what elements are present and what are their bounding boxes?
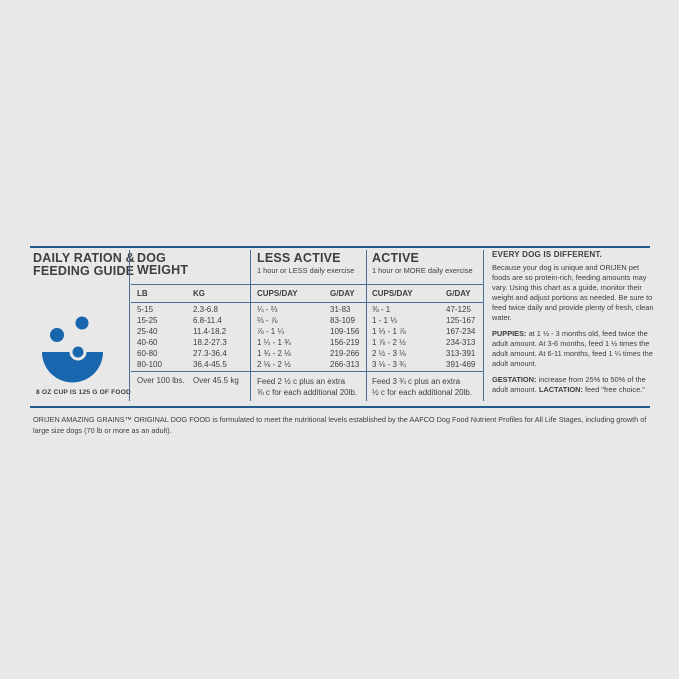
aafco-statement: ORIJEN AMAZING GRAINS™ ORIGINAL DOG FOOD… xyxy=(33,415,647,435)
cell-la-cups: ⅞ - 1 ¼ xyxy=(257,327,285,336)
info-block: EVERY DOG IS DIFFERENT. Because your dog… xyxy=(492,250,659,401)
divider-2 xyxy=(250,250,251,401)
lactation-label: LACTATION: xyxy=(538,385,583,394)
header-rule xyxy=(131,284,483,285)
gestation-text: increase from 25% to 50% of the adult am… xyxy=(492,375,646,394)
subheader-rule xyxy=(131,302,483,303)
divider-1 xyxy=(129,250,130,401)
info-paragraph: Because your dog is unique and ORIJEN pe… xyxy=(492,263,654,322)
cell-a-cups: 1 ⅓ - 1 ⅞ xyxy=(372,327,406,336)
guide-title-line2: FEEDING GUIDE xyxy=(33,264,135,278)
divider-3 xyxy=(366,250,367,401)
col-header-la-grams: G/DAY xyxy=(330,289,355,298)
cell-a-cups: 1 ⅞ - 2 ½ xyxy=(372,338,406,347)
col-header-active-grams: G/DAY xyxy=(446,289,471,298)
table-row: 15-25 6.8-11.4 ⅔ - ⅞ 83-109 1 - 1 ⅓ 125-… xyxy=(0,316,679,327)
cell-a-cups: 3 ⅛ - 3 ¾ xyxy=(372,360,406,369)
bowl-shape xyxy=(42,352,103,383)
cell-lb: 5-15 xyxy=(137,305,154,314)
over-active-note-line1: Feed 3 ¾ c plus an extra xyxy=(372,377,461,386)
col-header-kg: KG xyxy=(193,289,205,298)
cell-la-cups: 1 ¾ - 2 ⅛ xyxy=(257,349,291,358)
cell-la-g: 266-313 xyxy=(330,360,360,369)
cell-a-g: 167-234 xyxy=(446,327,476,336)
cup-note: 8 OZ CUP IS 125 G OF FOOD xyxy=(36,389,132,396)
cell-a-cups: 1 - 1 ⅓ xyxy=(372,316,397,325)
table-row: 5-15 2.3-6.8 ¼ - ⅔ 31-83 ⅜ - 1 47-125 xyxy=(0,305,679,316)
cell-la-g: 83-109 xyxy=(330,316,355,325)
over-kg: Over 45.5 kg xyxy=(193,376,239,385)
dog-weight-title-line1: DOG xyxy=(137,251,167,265)
info-heading: EVERY DOG IS DIFFERENT. xyxy=(492,250,602,259)
table-row: 40-60 18.2-27.3 1 ¼ - 1 ¾ 156-219 1 ⅞ - … xyxy=(0,338,679,349)
cell-la-g: 109-156 xyxy=(330,327,360,336)
col-header-active-cups: CUPS/DAY xyxy=(372,289,413,298)
less-active-title: LESS ACTIVE xyxy=(257,251,341,265)
cell-a-g: 47-125 xyxy=(446,305,471,314)
dog-weight-title-line2: WEIGHT xyxy=(137,263,189,277)
over-active-note-line2: ½ c for each additional 20lb. xyxy=(372,388,473,397)
cell-lb: 25-40 xyxy=(137,327,158,336)
cell-la-cups: ¼ - ⅔ xyxy=(257,305,278,314)
cell-a-g: 234-313 xyxy=(446,338,476,347)
kibble-circle-front xyxy=(69,343,87,361)
cell-la-g: 156-219 xyxy=(330,338,360,347)
cell-kg: 2.3-6.8 xyxy=(193,305,218,314)
cell-la-cups: 1 ¼ - 1 ¾ xyxy=(257,338,291,347)
kibble-circle-top xyxy=(75,316,89,330)
cell-a-cups: ⅜ - 1 xyxy=(372,305,391,314)
col-header-lb: LB xyxy=(137,289,148,298)
guide-title-line1: DAILY RATION & xyxy=(33,251,135,265)
active-subtitle: 1 hour or MORE daily exercise xyxy=(372,266,473,275)
overrow-rule xyxy=(131,371,483,372)
cell-lb: 15-25 xyxy=(137,316,158,325)
cell-lb: 80-100 xyxy=(137,360,162,369)
cell-kg: 18.2-27.3 xyxy=(193,338,227,347)
over-lb: Over 100 lbs. xyxy=(137,376,185,385)
column-header-row: LB KG CUPS/DAY G/DAY CUPS/DAY G/DAY xyxy=(0,289,679,300)
over-weight-row: Over 100 lbs. Over 45.5 kg Feed 2 ½ c pl… xyxy=(0,376,679,400)
active-title: ACTIVE xyxy=(372,251,420,265)
less-active-subtitle: 1 hour or LESS daily exercise xyxy=(257,266,355,275)
cell-kg: 36.4-45.5 xyxy=(193,360,227,369)
kibble-circle-left xyxy=(50,328,64,342)
cell-kg: 11.4-18.2 xyxy=(193,327,227,336)
table-row: 60-80 27.3-36.4 1 ¾ - 2 ⅛ 219-266 2 ½ - … xyxy=(0,349,679,360)
cell-la-cups: ⅔ - ⅞ xyxy=(257,316,278,325)
bowl-kibble-icon xyxy=(42,316,103,383)
puppies-text: at 1 ½ - 3 months old, feed twice the ad… xyxy=(492,329,653,368)
gestation-label: GESTATION: xyxy=(492,375,537,384)
bottom-rule xyxy=(30,406,650,408)
cell-a-cups: 2 ½ - 3 ⅛ xyxy=(372,349,406,358)
col-header-la-cups: CUPS/DAY xyxy=(257,289,298,298)
cell-lb: 40-60 xyxy=(137,338,158,347)
cell-la-g: 31-83 xyxy=(330,305,351,314)
cell-lb: 60-80 xyxy=(137,349,158,358)
gestation-paragraph: GESTATION: increase from 25% to 50% of t… xyxy=(492,375,659,395)
cell-la-cups: 2 ⅛ - 2 ½ xyxy=(257,360,291,369)
cell-a-g: 313-391 xyxy=(446,349,476,358)
table-row: 25-40 11.4-18.2 ⅞ - 1 ¼ 109-156 1 ⅓ - 1 … xyxy=(0,327,679,338)
table-row: 80-100 36.4-45.5 2 ⅛ - 2 ½ 266-313 3 ⅛ -… xyxy=(0,360,679,371)
puppies-label: PUPPIES: xyxy=(492,329,527,338)
cell-a-g: 391-469 xyxy=(446,360,476,369)
lactation-text: feed "free choice." xyxy=(584,385,645,394)
top-rule xyxy=(30,246,650,248)
cell-kg: 27.3-36.4 xyxy=(193,349,227,358)
cell-a-g: 125-167 xyxy=(446,316,476,325)
puppies-paragraph: PUPPIES: at 1 ½ - 3 months old, feed twi… xyxy=(492,329,659,369)
over-la-note-line1: Feed 2 ½ c plus an extra xyxy=(257,377,346,386)
cell-la-g: 219-266 xyxy=(330,349,360,358)
divider-4 xyxy=(483,250,484,401)
over-la-note-line2: ⅜ c for each additional 20lb. xyxy=(257,388,358,397)
cell-kg: 6.8-11.4 xyxy=(193,316,222,325)
